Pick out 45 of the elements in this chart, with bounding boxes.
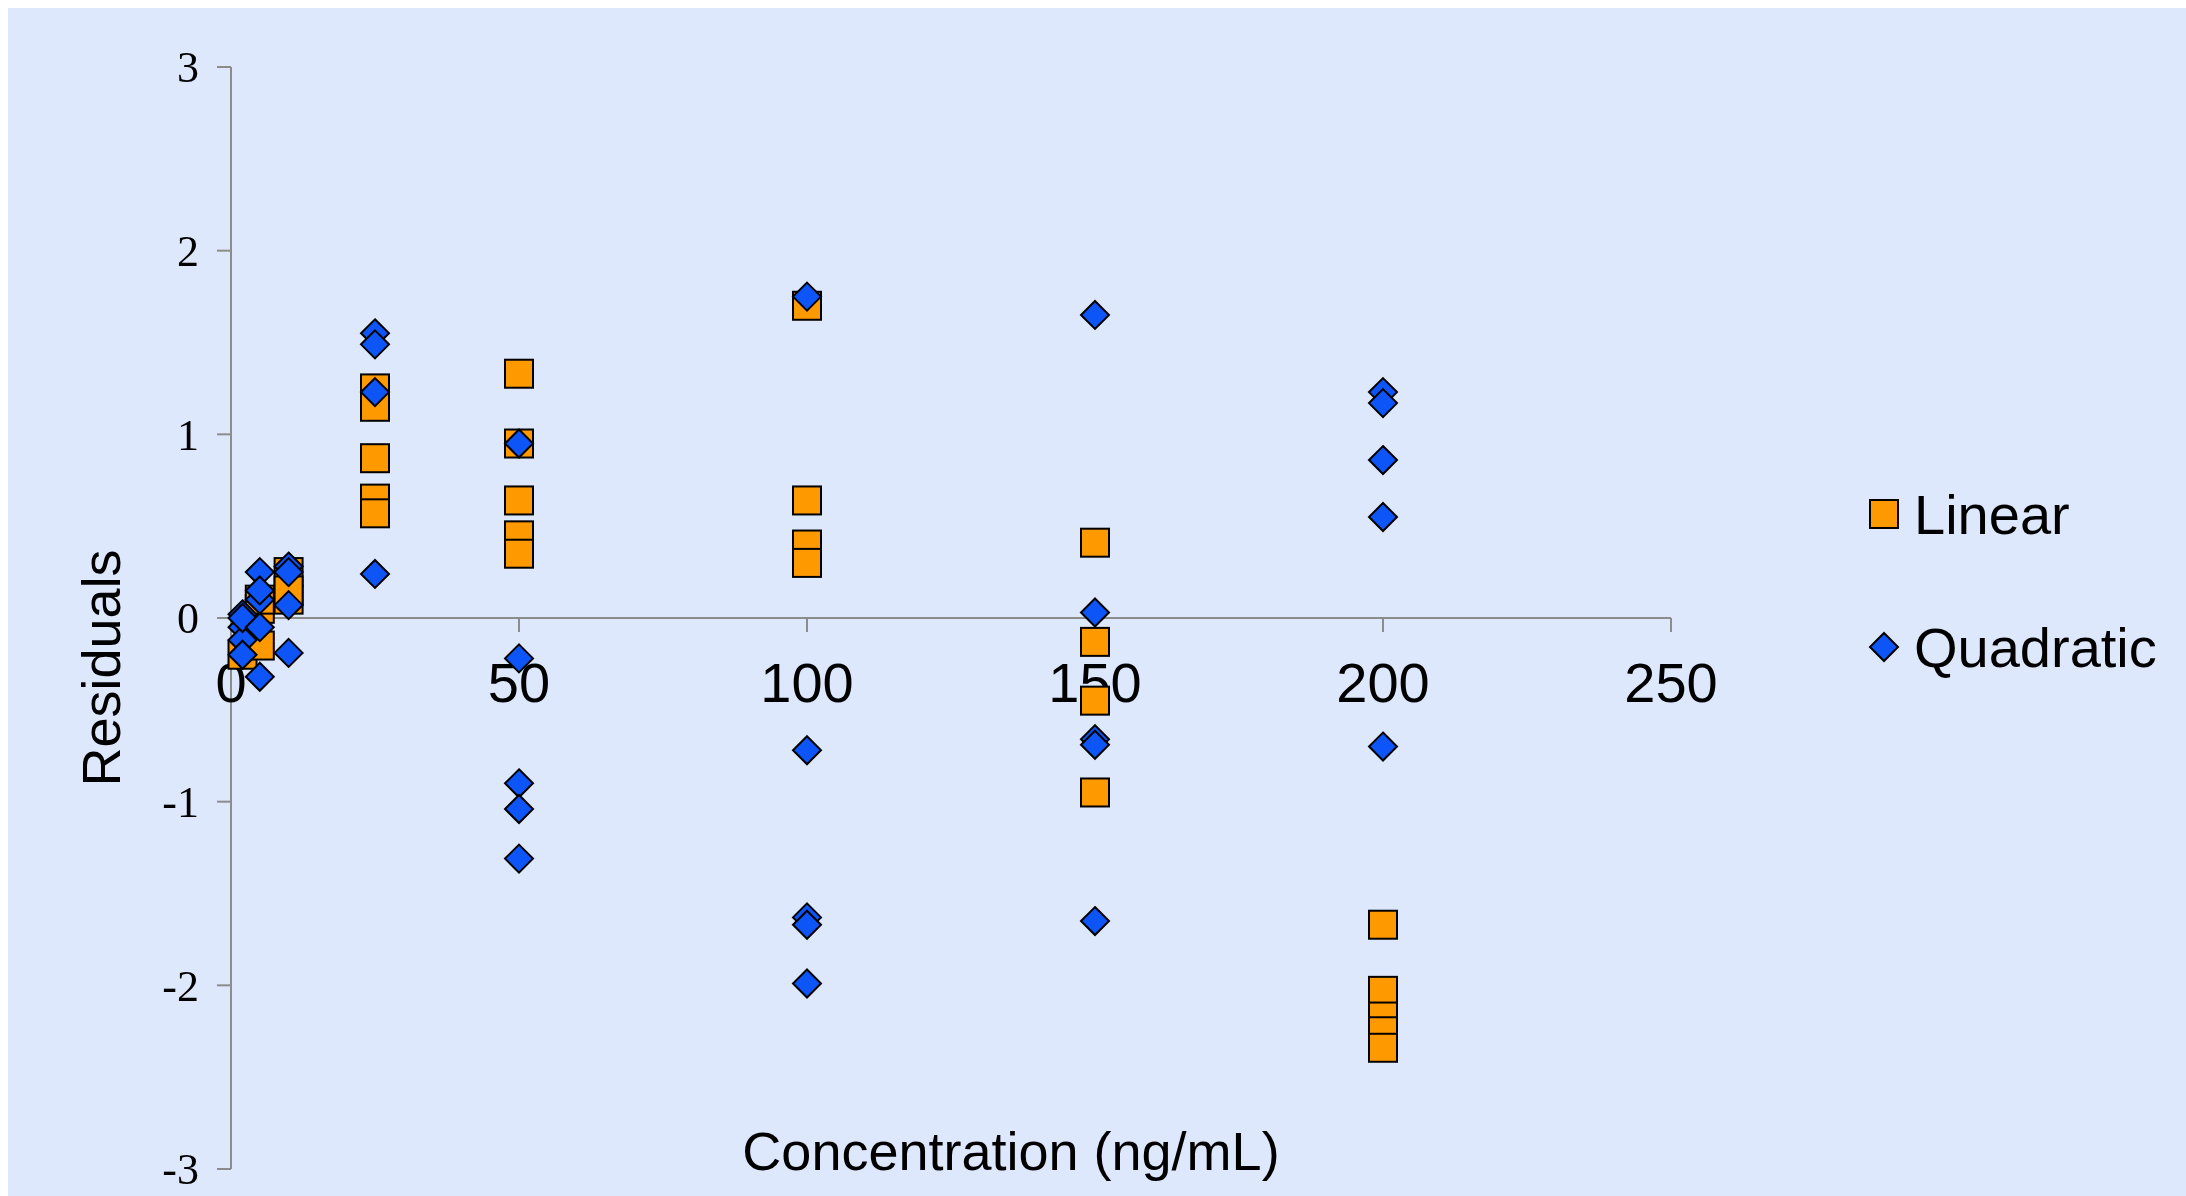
y-tick-label: -2 [162,961,199,1011]
point [1368,1032,1398,1063]
y-axis-title: Residuals [71,549,131,787]
point [244,661,275,692]
point [504,358,534,389]
point [792,281,822,312]
point [792,485,822,516]
point [1368,731,1398,762]
x-tick-label: 100 [760,651,854,714]
point [360,558,390,589]
y-tick-label: 0 [177,594,199,644]
point [504,794,534,825]
point [1080,906,1110,937]
point [504,843,534,874]
point [360,498,390,529]
point [1368,388,1398,419]
point [273,637,304,668]
point [792,909,822,940]
point [792,547,822,578]
y-tick-label: 1 [177,410,199,460]
x-tick-label: 250 [1624,651,1718,714]
point [1080,299,1110,330]
point [1080,777,1110,808]
point [504,538,534,569]
point [1080,626,1110,657]
point [504,768,534,799]
point [1368,909,1398,940]
point [504,485,534,516]
legend-label: Linear [1914,482,2070,546]
point [1080,597,1110,628]
x-tick-label: 50 [487,651,551,714]
y-tick-label: -1 [162,778,199,828]
point [1080,527,1110,558]
point [360,443,390,474]
legend-label: Quadratic [1914,615,2157,679]
y-tick-label: 2 [177,227,199,277]
x-axis-title: Concentration (ng/mL) [742,1121,1280,1181]
x-tick-label: 200 [1336,651,1430,714]
point [1368,501,1398,532]
point [360,329,390,360]
y-tick-label: 3 [177,43,199,93]
point [792,735,822,766]
point [792,968,822,999]
y-tick-label: -3 [162,1145,199,1195]
point [1368,445,1398,476]
